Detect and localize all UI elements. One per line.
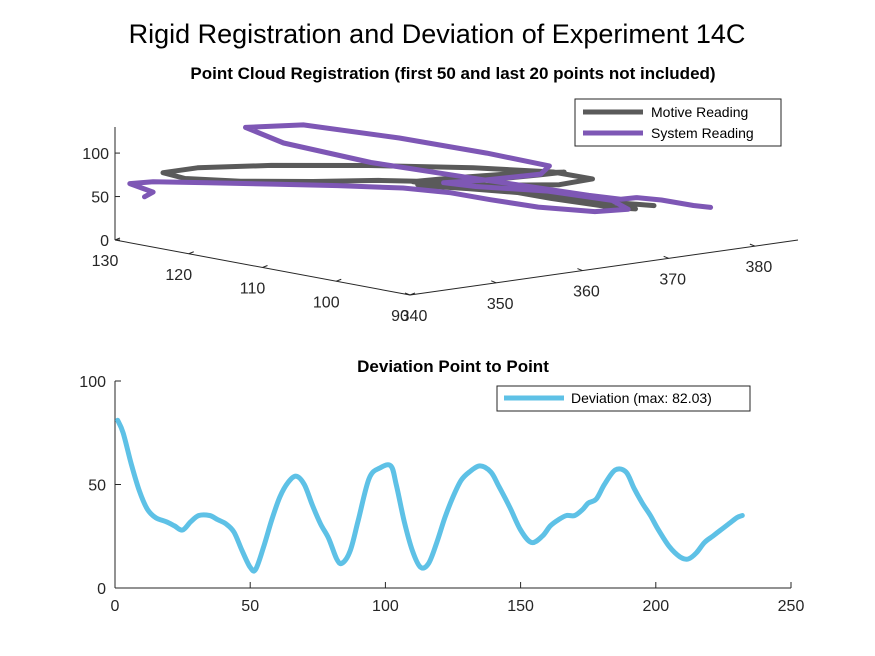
x-tick-label: 340 bbox=[401, 308, 428, 325]
deviation-x-tick-label: 100 bbox=[372, 598, 399, 615]
x-tick bbox=[404, 292, 411, 296]
deviation-y-tick-label: 0 bbox=[97, 581, 106, 598]
deviation-x-tick-label: 0 bbox=[111, 598, 120, 615]
point-cloud-legend-box bbox=[574, 98, 782, 147]
x-axis-line bbox=[409, 239, 799, 296]
y-tick bbox=[409, 292, 416, 296]
y-tick bbox=[336, 278, 342, 282]
deviation-title: Deviation Point to Point bbox=[357, 357, 549, 376]
x-tick bbox=[491, 280, 497, 284]
point-cloud-title: Point Cloud Registration (first 50 and l… bbox=[190, 64, 715, 83]
y-tick-label: 100 bbox=[313, 294, 340, 311]
legend-label-motive: Motive Reading bbox=[651, 104, 748, 120]
point-cloud-legend: Motive Reading System Reading bbox=[574, 98, 782, 147]
deviation-x-tick-label: 150 bbox=[507, 598, 534, 615]
y-tick-label: 90 bbox=[391, 308, 409, 325]
z-tick-label: 50 bbox=[91, 190, 109, 207]
motive-reading-line bbox=[160, 162, 657, 212]
x-tick bbox=[663, 255, 669, 259]
y-tick bbox=[262, 265, 268, 268]
x-tick bbox=[577, 268, 583, 272]
z-tick-label: 100 bbox=[82, 146, 109, 163]
deviation-series bbox=[115, 417, 745, 574]
y-tick-label: 130 bbox=[92, 253, 119, 270]
legend-label-deviation: Deviation (max: 82.03) bbox=[571, 390, 712, 406]
legend-label-system: System Reading bbox=[651, 125, 754, 141]
point-cloud-series bbox=[127, 122, 714, 215]
deviation-x-tick-label: 200 bbox=[642, 598, 669, 615]
figure-title: Rigid Registration and Deviation of Expe… bbox=[129, 19, 746, 49]
x-tick-label: 380 bbox=[746, 259, 773, 276]
y-tick-label: 120 bbox=[165, 267, 192, 284]
x-tick-label: 370 bbox=[659, 271, 686, 288]
x-tick-label: 360 bbox=[573, 284, 600, 301]
deviation-line bbox=[115, 417, 745, 574]
deviation-x-tick-label: 250 bbox=[778, 598, 805, 615]
system-reading-line bbox=[127, 122, 714, 215]
deviation-axes: 0 50 100 150 200 250 0 50 100 bbox=[79, 374, 804, 615]
x-tick-label: 350 bbox=[487, 296, 514, 313]
deviation-legend: Deviation (max: 82.03) bbox=[496, 385, 751, 412]
z-tick-label: 0 bbox=[100, 233, 109, 250]
deviation-y-tick-label: 100 bbox=[79, 374, 106, 391]
y-tick bbox=[188, 251, 194, 255]
deviation-y-tick-label: 50 bbox=[88, 478, 106, 495]
deviation-x-tick-label: 50 bbox=[241, 598, 259, 615]
point-cloud-panel: Point Cloud Registration (first 50 and l… bbox=[82, 64, 799, 325]
x-tick bbox=[749, 243, 756, 247]
point-cloud-axes: 340 350 360 370 380 90 100 110 120 130 0 50 100 bbox=[82, 127, 799, 325]
deviation-panel: Deviation Point to Point 0 50 100 150 200 250… bbox=[79, 357, 804, 615]
y-tick-label: 110 bbox=[240, 281, 266, 298]
